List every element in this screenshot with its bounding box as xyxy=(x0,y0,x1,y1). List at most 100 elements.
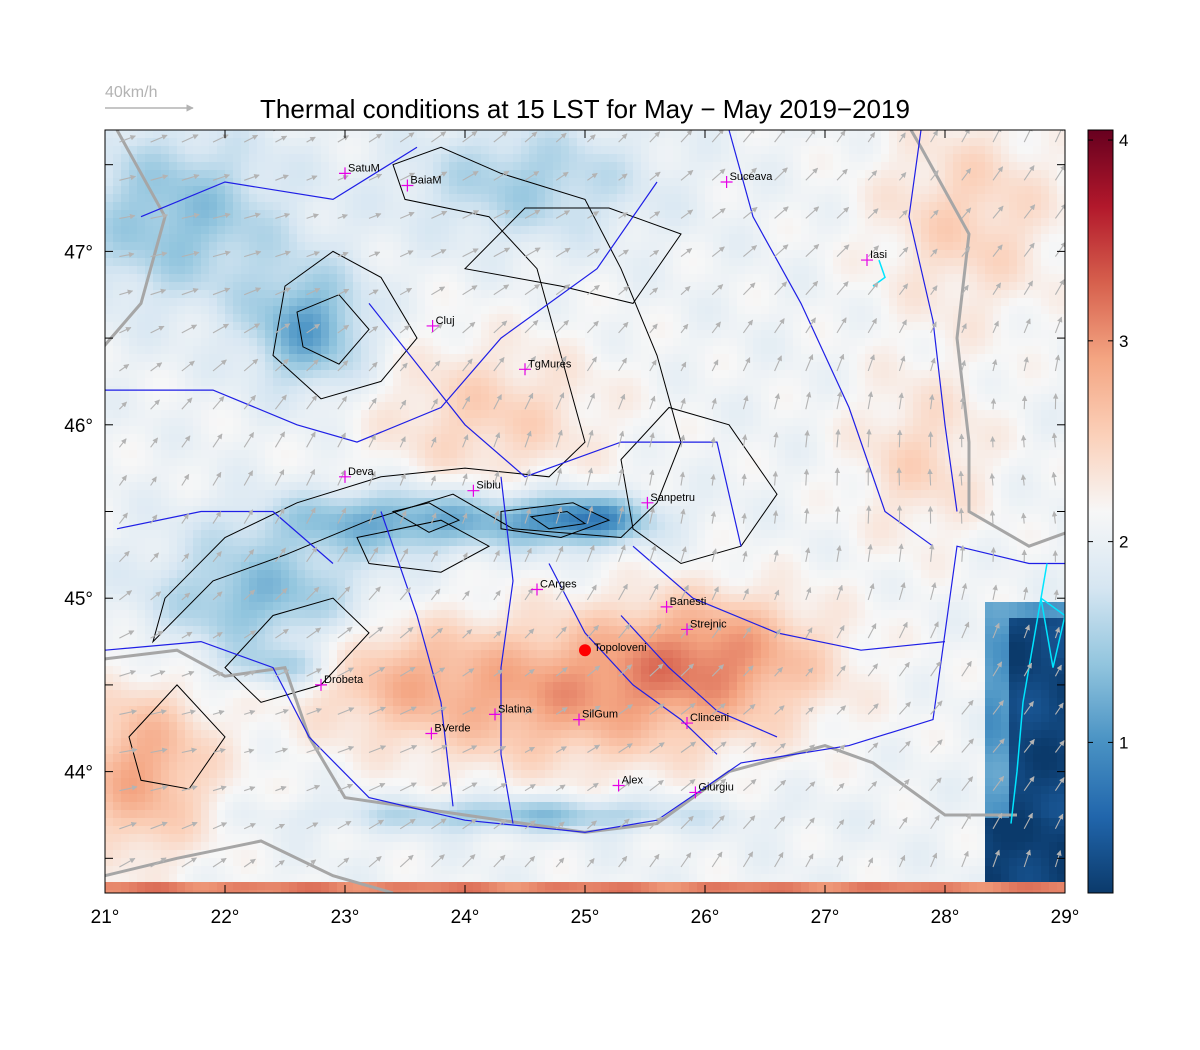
wind-vector xyxy=(1054,740,1065,753)
wind-vector xyxy=(930,209,939,219)
wind-vector xyxy=(958,507,965,524)
wind-vector xyxy=(805,243,820,258)
wind-vector xyxy=(774,281,788,296)
station-label: Cluj xyxy=(436,315,455,327)
wind-vector xyxy=(1054,130,1064,143)
station-marker-icon xyxy=(425,727,438,740)
wind-vector xyxy=(243,589,256,601)
wind-vector xyxy=(618,467,624,486)
wind-vector xyxy=(930,621,939,639)
wind-vector xyxy=(836,625,845,639)
wind-vector xyxy=(867,742,879,753)
wind-vector xyxy=(368,745,387,754)
wind-vector xyxy=(181,857,197,868)
wind-vector xyxy=(618,743,633,753)
wind-vector xyxy=(992,130,1002,143)
wind-vector xyxy=(865,505,872,524)
wind-vector xyxy=(306,784,321,792)
station-label: Suceava xyxy=(730,171,774,183)
wind-vector xyxy=(368,666,386,677)
station-marker-icon xyxy=(339,470,351,483)
lake-outline xyxy=(1010,563,1048,824)
wind-vector xyxy=(462,358,473,372)
wind-vector xyxy=(961,813,972,830)
country-borders xyxy=(105,130,1065,893)
wind-vector xyxy=(711,397,717,410)
wind-vector xyxy=(805,706,814,715)
x-tick-label: 24° xyxy=(451,907,480,928)
wind-vector xyxy=(710,510,717,524)
wind-vector xyxy=(399,818,416,830)
wind-vector xyxy=(711,130,725,143)
station-marker-icon xyxy=(489,708,501,721)
wind-vector xyxy=(212,591,223,601)
wind-vector xyxy=(399,472,406,486)
wind-vector xyxy=(493,510,500,524)
wind-vector xyxy=(244,174,260,181)
wind-vector xyxy=(243,394,256,410)
wind-vector xyxy=(618,781,632,792)
wind-legend-label: 40km/h xyxy=(105,84,157,101)
wind-vector xyxy=(275,358,289,372)
station-topoloveni: Topoloveni xyxy=(579,642,647,657)
lake-outline xyxy=(1040,597,1065,668)
wind-vector xyxy=(774,742,786,753)
wind-vector xyxy=(992,661,1003,677)
wind-vector xyxy=(431,210,448,219)
wind-vector xyxy=(243,470,254,486)
wind-vector xyxy=(1020,474,1027,486)
wind-vector xyxy=(212,631,223,639)
wind-vector xyxy=(867,583,875,601)
wind-vector xyxy=(524,508,532,524)
wind-vector xyxy=(524,746,535,753)
wind-vector xyxy=(274,547,286,563)
wind-vector xyxy=(493,247,511,258)
wind-vector xyxy=(524,820,536,830)
wind-vector xyxy=(680,623,692,639)
wind-vector xyxy=(1023,242,1035,257)
wind-vector xyxy=(992,700,1004,715)
wind-vector xyxy=(399,666,416,677)
wind-vector xyxy=(774,206,789,219)
station-label: Iasi xyxy=(870,249,887,261)
contour-line xyxy=(296,294,370,365)
station-marker-icon xyxy=(426,319,439,332)
wind-vector xyxy=(743,206,758,219)
wind-vector xyxy=(867,318,877,334)
wind-vector xyxy=(555,857,565,868)
wind-vector xyxy=(741,473,747,486)
wind-vector xyxy=(805,744,815,753)
wind-vector xyxy=(150,857,167,868)
colorbar-tick-label: 2 xyxy=(1119,533,1128,552)
wind-vector xyxy=(836,353,845,372)
wind-vector xyxy=(679,471,686,486)
wind-vector xyxy=(555,392,565,410)
wind-vector xyxy=(524,587,534,601)
wind-vector xyxy=(119,709,138,715)
station-satum: SatuM xyxy=(339,162,380,180)
wind-vector xyxy=(493,356,505,372)
river-line xyxy=(728,130,934,547)
wind-vector xyxy=(680,130,693,143)
wind-vector xyxy=(462,473,468,486)
wind-vector xyxy=(961,660,972,677)
border-line xyxy=(105,839,394,893)
wind-vector xyxy=(244,786,256,792)
wind-vector xyxy=(493,550,500,563)
wind-vector xyxy=(243,134,259,143)
wind-vector xyxy=(898,701,911,715)
wind-vector xyxy=(930,582,937,601)
wind-vector xyxy=(773,431,779,448)
x-tick-label: 29° xyxy=(1051,907,1080,928)
station-giurgiu: Giurgiu xyxy=(689,781,734,799)
wind-vector xyxy=(805,317,816,334)
wind-vector xyxy=(306,859,317,868)
wind-vector xyxy=(430,588,441,601)
station-label: TgMures xyxy=(528,358,572,370)
wind-vector xyxy=(867,857,874,868)
wind-vector xyxy=(618,704,633,715)
wind-vector xyxy=(150,630,164,639)
wind-vector xyxy=(711,246,725,258)
wind-vector xyxy=(555,707,568,715)
wind-vector xyxy=(680,361,687,372)
